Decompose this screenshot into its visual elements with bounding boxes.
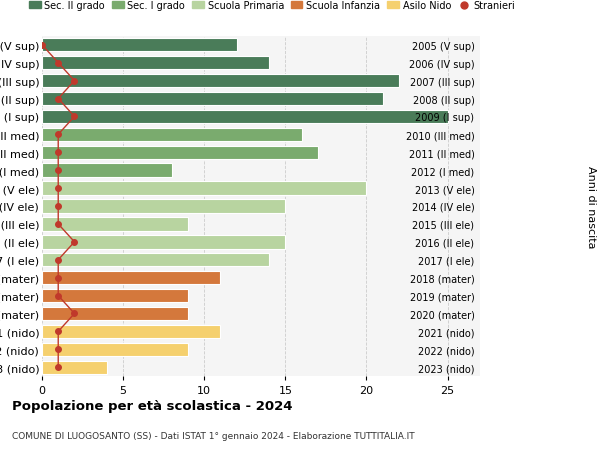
Bar (42, 129, 302, 142)
Bar (42, 289, 188, 302)
Bar (42, 218, 188, 231)
Bar (42, 164, 172, 178)
Bar (42, 307, 188, 320)
Bar (42, 57, 269, 70)
Bar (42, 235, 286, 249)
Bar (42, 39, 236, 52)
Text: COMUNE DI LUOGOSANTO (SS) - Dati ISTAT 1° gennaio 2024 - Elaborazione TUTTITALIA: COMUNE DI LUOGOSANTO (SS) - Dati ISTAT 1… (12, 431, 415, 441)
Bar (42, 146, 318, 160)
Text: Anni di nascita: Anni di nascita (586, 165, 596, 248)
Bar (42, 343, 188, 356)
Bar (42, 182, 367, 196)
Bar (42, 111, 448, 124)
Bar (42, 361, 107, 374)
Bar (42, 200, 286, 213)
Bar (42, 271, 220, 285)
Text: Popolazione per età scolastica - 2024: Popolazione per età scolastica - 2024 (12, 399, 293, 412)
Bar (42, 93, 383, 106)
Legend: Sec. II grado, Sec. I grado, Scuola Primaria, Scuola Infanzia, Asilo Nido, Stran: Sec. II grado, Sec. I grado, Scuola Prim… (25, 0, 519, 15)
Bar (42, 75, 399, 88)
Bar (42, 253, 269, 267)
Bar (42, 325, 220, 338)
